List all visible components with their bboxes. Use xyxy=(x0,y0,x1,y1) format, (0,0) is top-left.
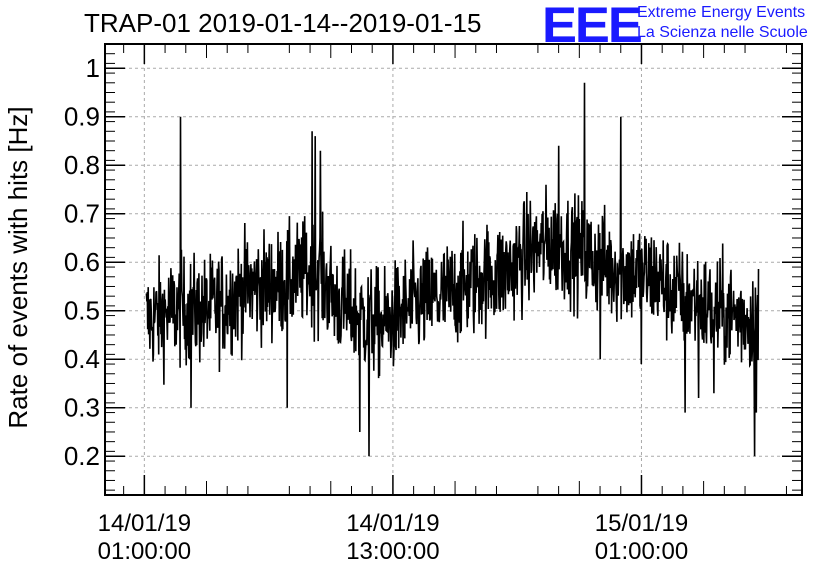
y-tick-label: 0.3 xyxy=(64,393,100,423)
y-tick-label: 1 xyxy=(86,53,100,83)
x-tick-label-time: 01:00:00 xyxy=(98,538,191,565)
y-tick-label: 0.4 xyxy=(64,344,100,374)
chart-title: TRAP-01 2019-01-14--2019-01-15 xyxy=(84,8,482,38)
y-tick-label: 0.8 xyxy=(64,150,100,180)
tick-labels: 0.20.30.40.50.60.70.80.9114/01/1901:00:0… xyxy=(64,53,688,565)
x-tick-label-date: 15/01/19 xyxy=(595,510,688,537)
rate-series-line xyxy=(145,82,760,457)
x-tick-label-time: 13:00:00 xyxy=(346,538,439,565)
x-tick-label-time: 01:00:00 xyxy=(595,538,688,565)
grid-lines xyxy=(105,44,802,495)
x-tick-label-date: 14/01/19 xyxy=(98,510,191,537)
y-axis-label: Rate of events with hits [Hz] xyxy=(3,106,33,428)
data-series xyxy=(145,82,760,457)
logo-text-line2: La Scienza nelle Scuole xyxy=(637,24,808,41)
y-tick-label: 0.7 xyxy=(64,199,100,229)
logo-text-line1: Extreme Energy Events xyxy=(637,4,806,21)
y-tick-label: 0.9 xyxy=(64,102,100,132)
x-tick-label-date: 14/01/19 xyxy=(346,510,439,537)
eee-logo: EEE xyxy=(542,0,643,53)
plot-frame xyxy=(104,43,803,496)
y-tick-label: 0.6 xyxy=(64,247,100,277)
y-tick-label: 0.5 xyxy=(64,296,100,326)
y-tick-label: 0.2 xyxy=(64,441,100,471)
axis-ticks xyxy=(105,44,802,495)
